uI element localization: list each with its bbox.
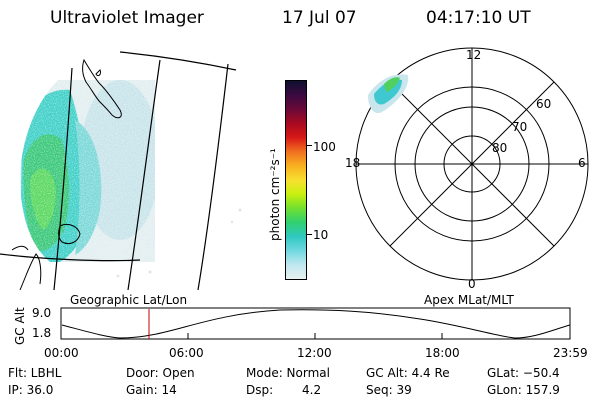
- orbit-ytick-bottom: 1.8: [32, 326, 52, 340]
- orbit-ytick-top: 9.0: [32, 306, 52, 320]
- mlt-label-12: 12: [466, 48, 482, 62]
- status-ip: IP: 36.0: [8, 383, 54, 397]
- mlt-label-18: 18: [345, 156, 361, 170]
- status-filter: Flt: LBHL: [8, 366, 62, 380]
- colorbar-tickmark: [307, 145, 312, 146]
- colorbar-tickmark: [307, 234, 312, 235]
- polar-plot: [355, 47, 589, 281]
- status-glon: GLon: 157.9: [487, 383, 560, 397]
- status-mode: Mode: Normal: [246, 366, 330, 380]
- lat-label-80: 80: [492, 141, 508, 155]
- orbit-xtick-2359: 23:59: [553, 346, 588, 360]
- instrument-title: Ultraviolet Imager: [50, 8, 204, 28]
- colorbar: [285, 80, 307, 280]
- colorbar-tick-100: 100: [313, 140, 336, 154]
- orbit-xtick-1200: 12:00: [297, 346, 332, 360]
- status-glat: GLat: −50.4: [487, 366, 560, 380]
- colorbar-tick-10: 10: [313, 228, 329, 242]
- mlt-label-6: 6: [578, 156, 586, 170]
- orbit-xtick-0600: 06:00: [169, 346, 204, 360]
- status-gain: Gain: 14: [126, 383, 177, 397]
- status-dsp-label: Dsp:: [246, 383, 274, 397]
- lat-label-70: 70: [512, 120, 528, 134]
- orbit-altitude-plot: [60, 307, 571, 340]
- geo-map-label: Geographic Lat/Lon: [70, 293, 188, 307]
- geographic-map: [0, 51, 242, 290]
- status-gc-alt: GC Alt: 4.4 Re: [366, 366, 450, 380]
- orbit-xtick-0000: 00:00: [44, 346, 79, 360]
- orbit-ylabel: GC Alt: [13, 307, 27, 345]
- status-seq: Seq: 39: [366, 383, 412, 397]
- lat-label-60: 60: [536, 97, 552, 111]
- colorbar-unit-label: photon cm⁻²s⁻¹: [268, 148, 282, 241]
- status-door: Door: Open: [126, 366, 195, 380]
- mlt-label-0: 0: [468, 277, 476, 291]
- time-label: 04:17:10 UT: [426, 8, 531, 28]
- date-label: 17 Jul 07: [282, 8, 357, 28]
- polar-plot-label: Apex MLat/MLT: [424, 293, 514, 307]
- status-dsp-value: 4.2: [302, 383, 322, 397]
- orbit-xtick-1800: 18:00: [425, 346, 460, 360]
